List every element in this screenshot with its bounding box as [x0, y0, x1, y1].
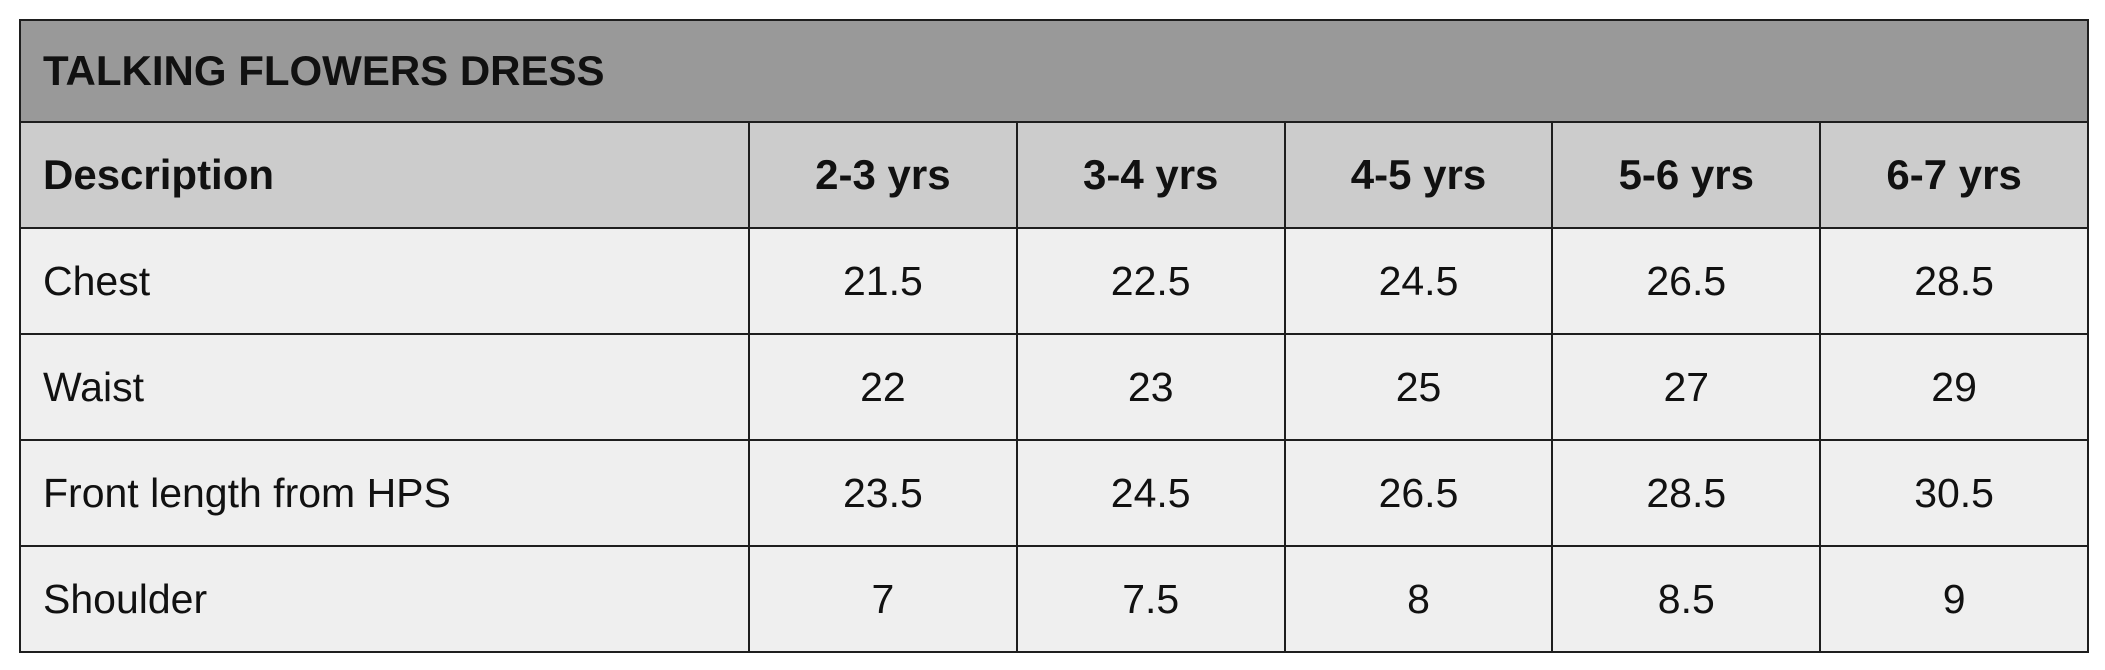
cell-value: 22	[748, 333, 1018, 441]
cell-value: 8.5	[1551, 545, 1822, 653]
cell-value: 27	[1551, 333, 1822, 441]
row-label: Waist	[19, 333, 750, 441]
cell-value: 29	[1819, 333, 2089, 441]
column-header: 5-6 yrs	[1551, 121, 1822, 229]
table-row: Chest 21.5 22.5 24.5 26.5 28.5	[19, 227, 2089, 335]
column-header: Description	[19, 121, 750, 229]
header-row: Description 2-3 yrs 3-4 yrs 4-5 yrs 5-6 yrs 6…	[19, 121, 2089, 229]
row-label: Front length from HPS	[19, 439, 750, 547]
cell-value: 24.5	[1283, 227, 1554, 335]
column-header: 4-5 yrs	[1283, 121, 1554, 229]
column-header: 3-4 yrs	[1015, 121, 1286, 229]
cell-value: 23	[1015, 333, 1286, 441]
cell-value: 30.5	[1819, 439, 2089, 547]
cell-value: 24.5	[1015, 439, 1286, 547]
cell-value: 25	[1283, 333, 1554, 441]
column-header: 2-3 yrs	[748, 121, 1018, 229]
column-header: 6-7 yrs	[1819, 121, 2089, 229]
cell-value: 23.5	[748, 439, 1018, 547]
row-label: Shoulder	[19, 545, 750, 653]
cell-value: 9	[1819, 545, 2089, 653]
cell-value: 7	[748, 545, 1018, 653]
table-row: Waist 22 23 25 27 29	[19, 333, 2089, 441]
cell-value: 28.5	[1819, 227, 2089, 335]
cell-value: 7.5	[1015, 545, 1286, 653]
cell-value: 26.5	[1283, 439, 1554, 547]
cell-value: 8	[1283, 545, 1554, 653]
size-table: TALKING FLOWERS DRESS Description 2-3 yrs…	[19, 19, 2089, 653]
cell-value: 22.5	[1015, 227, 1286, 335]
table-row: Front length from HPS 23.5 24.5 26.5 28.5 30.…	[19, 439, 2089, 547]
row-label: Chest	[19, 227, 750, 335]
cell-value: 26.5	[1551, 227, 1822, 335]
cell-value: 21.5	[748, 227, 1018, 335]
table-row: Shoulder 7 7.5 8 8.5 9	[19, 545, 2089, 653]
cell-value: 28.5	[1551, 439, 1822, 547]
table-title: TALKING FLOWERS DRESS	[19, 19, 2089, 123]
